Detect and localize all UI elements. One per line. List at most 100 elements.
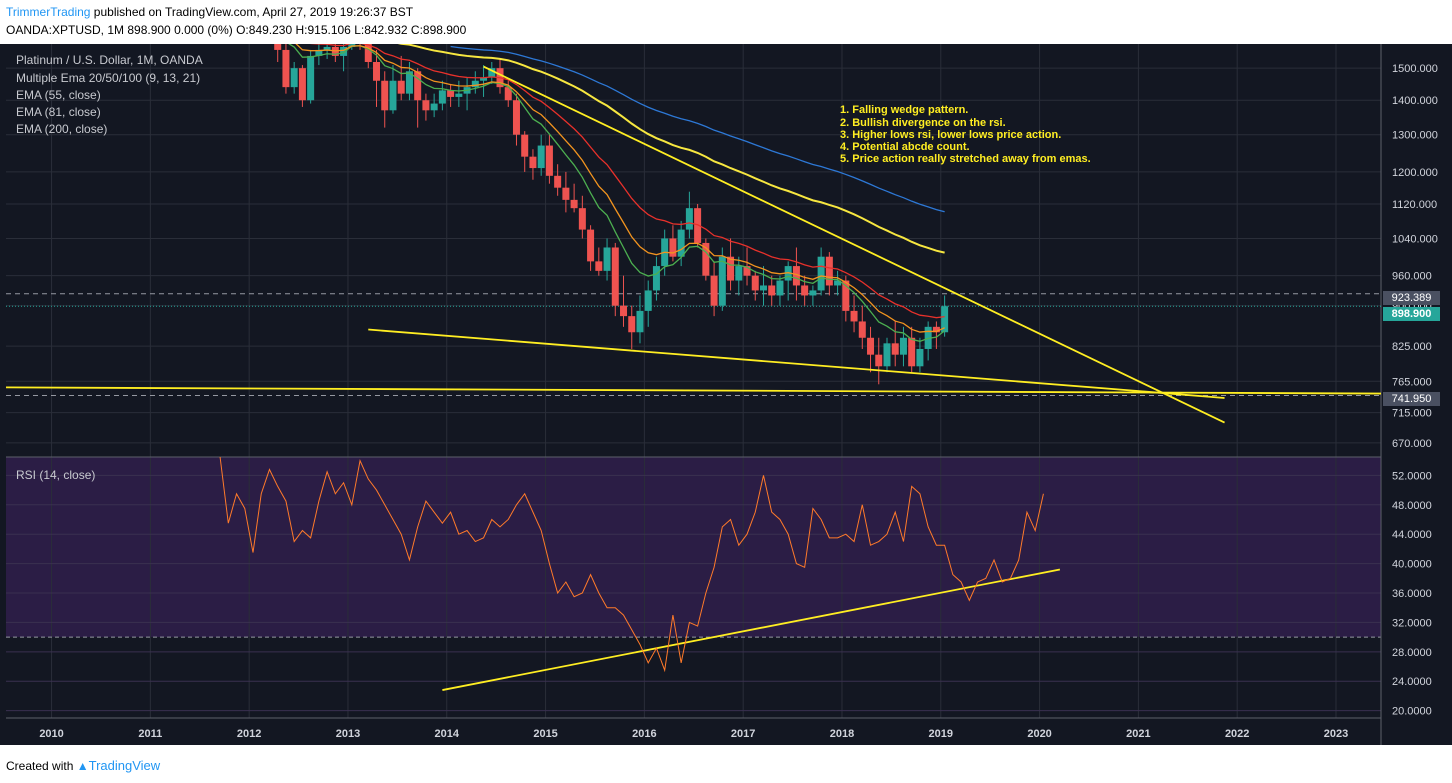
ema-21-line [310,44,945,319]
price-tick-label: 1300.000 [1392,130,1438,142]
candle-body [405,71,413,94]
support-price-tag: 741.950 [1383,392,1440,406]
rsi-tick-label: 48.0000 [1392,500,1432,512]
candle-body [669,238,677,257]
candle-body [908,337,916,367]
candle-body [652,266,660,291]
candle-body [373,62,381,81]
candle-body [357,21,364,44]
candle-body [850,310,858,322]
candle-body [595,261,603,271]
candle-body [274,44,282,50]
candle-body [611,247,619,306]
candle-body [801,285,809,296]
candle-body [718,256,726,306]
rsi-tick-label: 40.0000 [1392,559,1432,571]
candle-body [381,80,389,111]
candle-body [735,266,743,281]
candle-body [554,175,562,188]
ema-81-line [450,45,945,213]
author-link[interactable]: TrimmerTrading [6,5,91,19]
ema55-legend[interactable]: EMA (55, close) [16,88,101,102]
candle-body [389,80,397,111]
candle-body [307,55,315,101]
tradingview-brand[interactable]: TradingView [88,758,161,773]
x-tick-label: 2021 [1126,728,1150,740]
rsi-tick-label: 52.0000 [1392,470,1432,482]
note-4: 4. Potential abcde count. [840,141,970,153]
note-2: 2. Bullish divergence on the rsi. [840,117,1006,129]
rsi-tick-label: 44.0000 [1392,529,1432,541]
chart-background [0,44,1452,745]
candle-body [776,280,784,296]
x-tick-label: 2013 [336,728,360,740]
candle-body [266,24,273,27]
price-tick-label: 1120.000 [1392,199,1437,211]
candle-body [941,306,949,333]
candle-body [587,229,595,262]
candle-body [644,290,652,311]
multi-ema-legend[interactable]: Multiple Ema 20/50/100 (9, 13, 21) [16,71,201,85]
candle-body [677,229,685,257]
candle-body [521,134,529,157]
candle-body [817,256,825,291]
candle-body [578,208,586,230]
candle-body [315,49,323,56]
price-tick-label: 715.000 [1392,408,1432,420]
ema-13-line [295,44,945,333]
rsi-rising-trendline [442,568,1061,691]
rsi-legend[interactable]: RSI (14, close) [16,468,96,482]
price-tick-label: 1200.000 [1392,167,1438,179]
published-text: published on TradingView.com, April 27, … [93,5,414,19]
candle-body [932,326,940,333]
price-tick-label: 670.000 [1392,438,1432,450]
price-tick-label: 1400.000 [1392,95,1438,107]
candle-body [414,71,422,101]
note-3: 3. Higher lows rsi, lower lows price act… [840,129,1062,141]
rsi-tick-label: 32.0000 [1392,617,1432,629]
candle-body [743,266,751,276]
tradingview-logo-icon[interactable]: ▲ [76,759,89,773]
x-tick-label: 2012 [237,728,261,740]
x-tick-label: 2014 [435,728,460,740]
rsi-tick-label: 20.0000 [1392,706,1432,718]
candle-body [562,187,570,200]
candle-body [430,103,438,111]
candle-body [348,44,356,47]
ema200-legend[interactable]: EMA (200, close) [16,122,108,136]
candle-body [751,275,759,291]
candle-body [512,100,520,135]
x-tick-label: 2023 [1324,728,1348,740]
x-tick-label: 2019 [929,728,953,740]
candle-body [290,68,298,88]
x-tick-label: 2011 [138,728,162,740]
candle-body [710,275,718,306]
symbol-line: OANDA:XPTUSD, 1M 898.900 0.000 (0%) O:84… [6,23,467,37]
candle-body [603,247,611,271]
x-tick-label: 2015 [533,728,557,740]
candle-body [685,208,693,230]
candle-body [842,280,850,311]
x-tick-label: 2010 [39,728,63,740]
note-1: 1. Falling wedge pattern. [840,104,969,116]
candle-body [504,87,512,101]
candle-body [397,80,405,94]
candle-body [636,310,644,333]
candle-body [620,305,628,317]
candle-body [867,337,875,355]
candle-body [480,77,488,81]
ema-55-line [397,44,945,254]
candles [266,21,949,385]
wedge-upper-trendline [483,65,1225,424]
last-price-tag: 898.900 [1383,307,1440,321]
ema81-legend[interactable]: EMA (81, close) [16,105,101,119]
price-tick-label: 1500.000 [1392,63,1438,75]
candle-body [891,343,899,355]
created-with-text: Created with [6,759,74,773]
candle-body [825,256,833,286]
horizontal-support-trendline [6,386,1381,395]
candle-body [759,285,767,291]
candle-body [809,290,817,296]
rsi-band [6,457,1381,638]
